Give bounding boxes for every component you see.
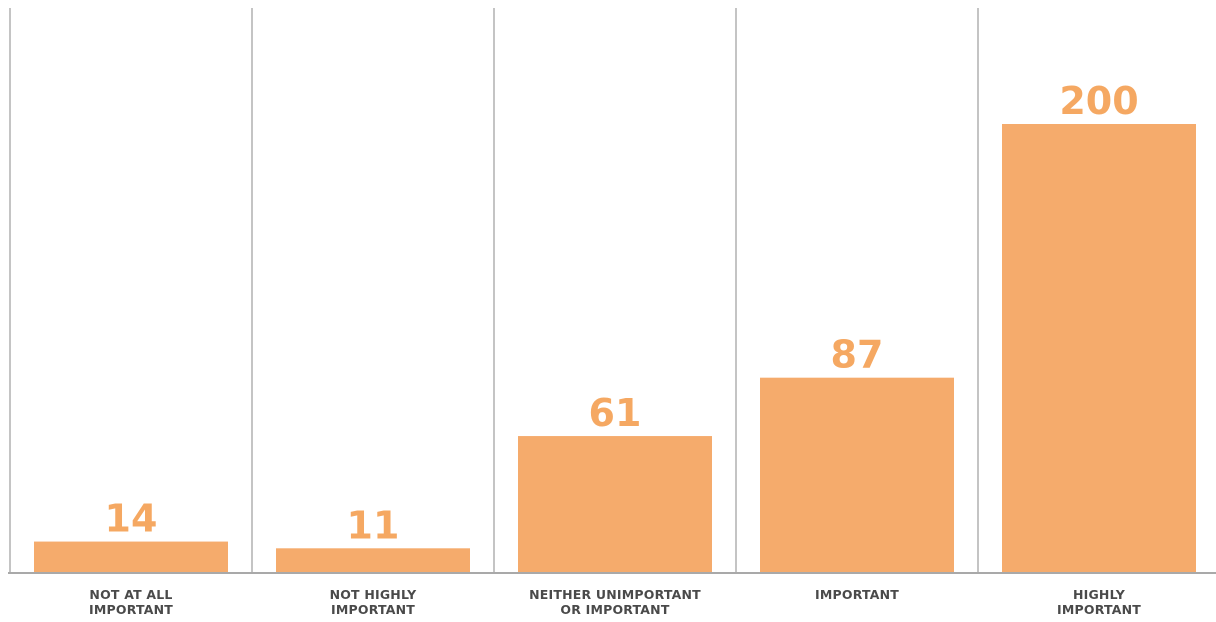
bar	[34, 541, 228, 573]
value-labels-group: 14 11 61 87 200	[105, 79, 1139, 547]
category-label: NOT AT ALL IMPORTANT	[89, 587, 173, 617]
category-label-line: NOT AT ALL	[89, 587, 172, 602]
bar-value-label: 87	[831, 333, 884, 377]
category-label-line: HIGHLY	[1073, 587, 1126, 602]
category-label-line: OR IMPORTANT	[560, 602, 669, 617]
category-label-line: IMPORTANT	[815, 587, 899, 602]
bar	[1002, 124, 1196, 573]
bar-value-label: 61	[589, 391, 642, 435]
category-label: IMPORTANT	[815, 587, 899, 602]
bar	[760, 377, 954, 573]
category-label-line: IMPORTANT	[89, 602, 173, 617]
category-label-line: NOT HIGHLY	[330, 587, 418, 602]
bar-value-label: 11	[347, 503, 400, 547]
column-dividers	[9, 8, 979, 573]
bars-group	[34, 124, 1196, 573]
category-label-line: IMPORTANT	[1057, 602, 1141, 617]
bar	[276, 548, 470, 573]
bar-value-label: 14	[105, 497, 158, 541]
bar	[518, 436, 712, 573]
category-label-line: IMPORTANT	[331, 602, 415, 617]
category-label: NOT HIGHLY IMPORTANT	[330, 587, 418, 617]
category-label: HIGHLY IMPORTANT	[1057, 587, 1141, 617]
bar-value-label: 200	[1059, 79, 1138, 123]
category-label-line: NEITHER UNIMPORTANT	[529, 587, 701, 602]
category-label: NEITHER UNIMPORTANT OR IMPORTANT	[529, 587, 701, 617]
